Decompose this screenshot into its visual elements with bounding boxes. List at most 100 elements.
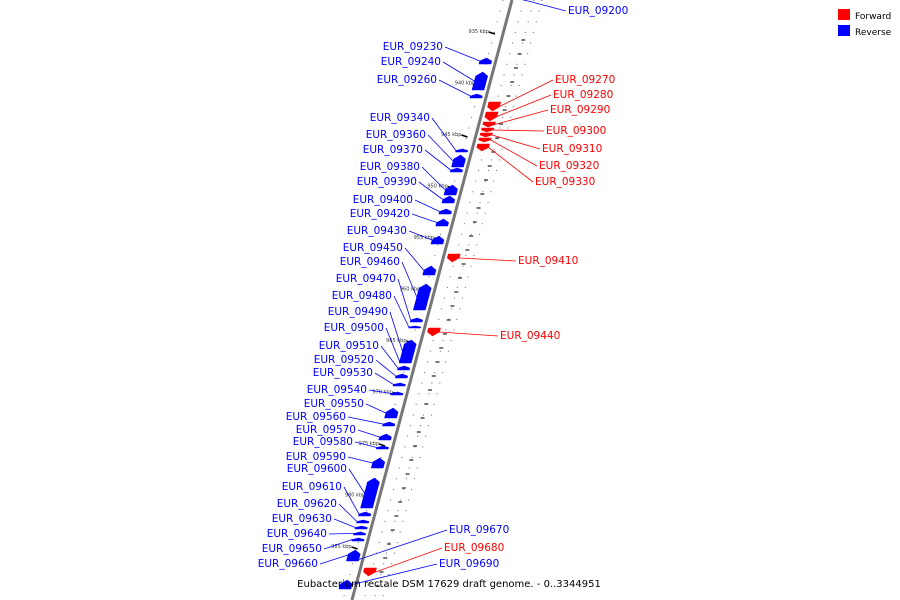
gene-glyph[interactable] [481,127,495,133]
gene-glyph[interactable] [435,218,449,227]
gene-label[interactable]: EUR_09270 [555,74,615,86]
gene-glyph[interactable] [338,579,353,590]
gene-label[interactable]: EUR_09680 [444,542,504,554]
gene-eur-09570[interactable]: EUR_09570 [296,424,392,441]
gene-eur-09260[interactable]: EUR_09260 [377,74,483,99]
gene-eur-09230[interactable]: EUR_09230 [383,41,493,65]
gene-eur-09270[interactable]: EUR_09270 [487,74,615,112]
gene-eur-09310[interactable]: EUR_09310 [479,132,602,155]
gene-label[interactable]: EUR_09560 [286,411,346,423]
gene-eur-09200[interactable]: EUR_09200 [497,0,629,17]
gene-label[interactable]: EUR_09690 [439,558,499,570]
gene-glyph[interactable] [375,445,389,450]
gene-eur-09450[interactable]: EUR_09450 [343,242,437,276]
gene-glyph[interactable] [482,121,496,128]
gene-glyph[interactable] [478,57,493,65]
gene-eur-09360[interactable]: EUR_09360 [366,129,466,168]
gene-eur-09660[interactable]: EUR_09660 [258,549,361,570]
gene-eur-09600[interactable]: EUR_09600 [287,463,380,509]
gene-label[interactable]: EUR_09610 [282,481,342,493]
gene-eur-09300[interactable]: EUR_09300 [481,125,606,137]
gene-eur-09440[interactable]: EUR_09440 [427,327,560,342]
gene-glyph[interactable] [487,101,502,112]
gene-glyph[interactable] [358,511,372,517]
gene-eur-09420[interactable]: EUR_09420 [350,208,449,227]
gene-glyph[interactable] [443,184,458,196]
gene-eur-09430[interactable]: EUR_09430 [347,225,445,245]
gene-eur-09680[interactable]: EUR_09680 [363,542,504,577]
gene-label[interactable]: EUR_09500 [324,322,384,334]
gene-eur-09520[interactable]: EUR_09520 [314,354,409,379]
gene-glyph[interactable] [353,531,367,536]
gene-eur-09240[interactable]: EUR_09240 [381,56,489,91]
gene-eur-09490[interactable]: EUR_09490 [328,306,417,363]
gene-glyph[interactable] [370,457,386,469]
gene-label[interactable]: EUR_09280 [553,89,613,101]
gene-eur-09370[interactable]: EUR_09370 [363,144,463,173]
gene-glyph[interactable] [351,537,365,542]
gene-label[interactable]: EUR_09480 [332,290,392,302]
gene-eur-09620[interactable]: EUR_09620 [277,498,370,524]
gene-eur-09410[interactable]: EUR_09410 [446,253,578,267]
gene-eur-09340[interactable]: EUR_09340 [370,112,469,153]
gene-label[interactable]: EUR_09620 [277,498,337,510]
gene-label[interactable]: EUR_09330 [535,176,595,188]
gene-eur-09510[interactable]: EUR_09510 [319,340,411,371]
gene-label[interactable]: EUR_09230 [383,41,443,53]
gene-eur-09630[interactable]: EUR_09630 [272,513,368,530]
gene-label[interactable]: EUR_09640 [267,528,327,540]
gene-label[interactable]: EUR_09380 [360,161,420,173]
gene-glyph[interactable] [476,143,490,152]
gene-eur-09560[interactable]: EUR_09560 [286,411,396,427]
gene-label[interactable]: EUR_09630 [272,513,332,525]
gene-eur-09610[interactable]: EUR_09610 [282,481,372,517]
gene-label[interactable]: EUR_09470 [336,273,396,285]
gene-eur-09640[interactable]: EUR_09640 [267,528,367,540]
gene-glyph[interactable] [446,253,461,263]
gene-eur-09530[interactable]: EUR_09530 [313,367,406,387]
gene-label[interactable]: EUR_09320 [539,160,599,172]
gene-glyph[interactable] [378,433,392,441]
gene-label[interactable]: EUR_09550 [304,398,364,410]
gene-eur-09290[interactable]: EUR_09290 [482,104,610,128]
gene-eur-09320[interactable]: EUR_09320 [478,137,600,172]
gene-label[interactable]: EUR_09600 [287,463,347,475]
gene-glyph[interactable] [354,525,368,530]
gene-eur-09670[interactable]: EUR_09670 [346,524,509,562]
gene-label[interactable]: EUR_09440 [500,330,560,342]
gene-eur-09500[interactable]: EUR_09500 [324,322,412,364]
gene-label[interactable]: EUR_09290 [550,104,610,116]
gene-label[interactable]: EUR_09240 [381,56,441,68]
gene-eur-09540[interactable]: EUR_09540 [307,384,404,396]
gene-glyph[interactable] [455,148,469,153]
gene-eur-09470[interactable]: EUR_09470 [336,273,423,323]
gene-eur-09390[interactable]: EUR_09390 [357,176,456,204]
gene-eur-09280[interactable]: EUR_09280 [484,89,613,122]
gene-glyph[interactable] [384,407,399,419]
gene-label[interactable]: EUR_09260 [377,74,437,86]
gene-glyph[interactable] [397,365,411,371]
gene-eur-09380[interactable]: EUR_09380 [360,161,458,196]
gene-label[interactable]: EUR_09670 [449,524,509,536]
gene-label[interactable]: EUR_09450 [343,242,403,254]
gene-label[interactable]: EUR_09510 [319,340,379,352]
gene-label[interactable]: EUR_09540 [307,384,367,396]
gene-eur-09690[interactable]: EUR_09690 [338,558,499,590]
gene-glyph[interactable] [356,519,370,524]
gene-label[interactable]: EUR_09520 [314,354,374,366]
gene-glyph[interactable] [478,137,492,143]
gene-label[interactable]: EUR_09420 [350,208,410,220]
gene-glyph[interactable] [422,265,437,276]
gene-glyph[interactable] [438,208,452,215]
gene-label[interactable]: EUR_09400 [353,194,413,206]
gene-glyph[interactable] [392,382,406,387]
gene-glyph[interactable] [471,71,489,91]
gene-glyph[interactable] [394,373,409,379]
gene-glyph[interactable] [360,477,380,509]
gene-glyph[interactable] [430,235,445,245]
gene-glyph[interactable] [427,327,441,337]
gene-glyph[interactable] [413,283,432,311]
gene-glyph[interactable] [363,567,377,577]
gene-label[interactable]: EUR_09390 [357,176,417,188]
gene-label[interactable]: EUR_09340 [370,112,430,124]
